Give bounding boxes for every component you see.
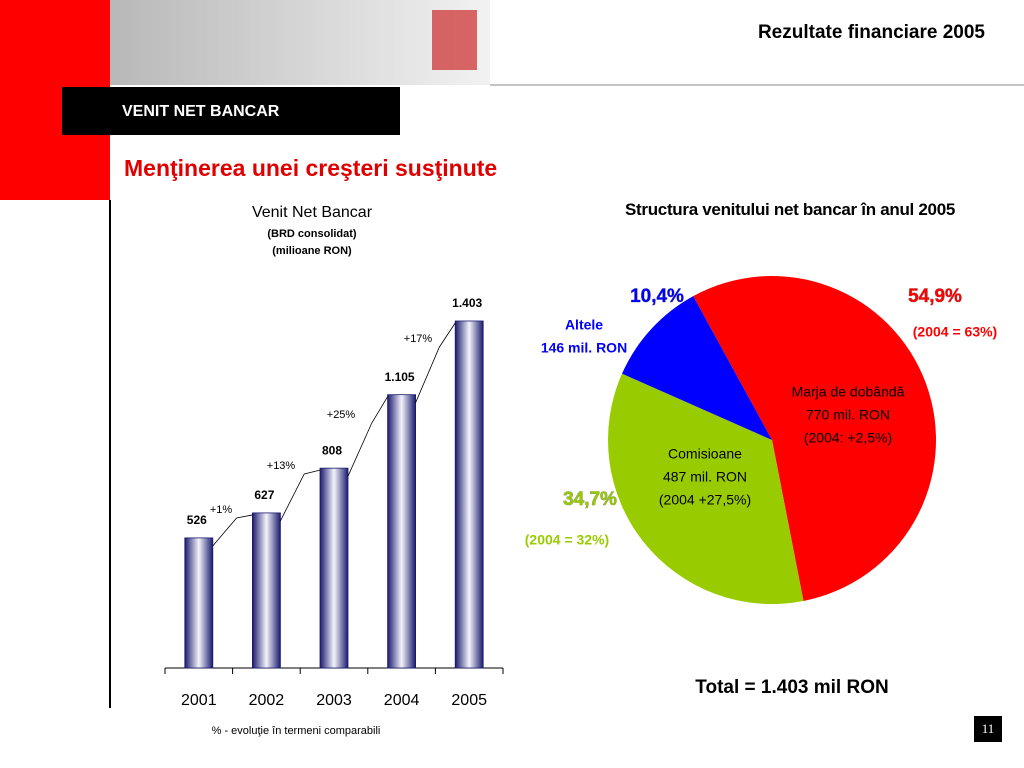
pie-category-label: Comisioane <box>668 446 742 462</box>
bar <box>251 512 281 669</box>
pie-total: Total = 1.403 mil RON <box>695 677 888 698</box>
pie-detail-label: (2004 +27,5%) <box>659 492 751 508</box>
growth-connector <box>280 469 321 522</box>
pie-detail-label: 770 mil. RON <box>806 407 890 423</box>
pie-slice <box>622 296 772 440</box>
section-bar <box>62 87 400 135</box>
page-number-box <box>974 716 1002 742</box>
growth-connector <box>347 396 388 477</box>
pie-category-label: Marja de dobândă <box>792 384 905 400</box>
value-label: 627 <box>254 488 274 502</box>
header-image <box>110 0 490 85</box>
bar-chart-subtitle: (milioane RON) <box>272 245 352 257</box>
headline: Menţinerea unei creşteri susţinute <box>124 155 497 181</box>
value-label: 1.403 <box>452 296 482 310</box>
pie-slice <box>608 373 804 604</box>
footnote: % - evoluţie în termeni comparabili <box>212 725 381 737</box>
bar-chart-subtitle: (BRD consolidat) <box>267 228 357 240</box>
pie-comparison: (2004 = 63%) <box>913 324 997 340</box>
bar-chart-title: Venit Net Bancar <box>252 204 373 221</box>
growth-connector <box>415 322 456 403</box>
pie-value-label: 34,7% <box>563 489 617 510</box>
header-title: Rezultate financiare 2005 <box>758 22 985 43</box>
page-number: 11 <box>982 721 995 736</box>
pie-title: Structura venitului net bancar în anul 2… <box>624 200 956 219</box>
pie-value-label: 10,4% <box>630 286 684 307</box>
bar <box>319 467 349 669</box>
growth-label: +1% <box>210 504 233 516</box>
bar <box>454 320 484 669</box>
x-tick-label: 2005 <box>451 692 487 709</box>
logo <box>432 10 477 70</box>
pie-comparison: (2004 = 32%) <box>525 532 609 548</box>
pie-detail-label: 146 mil. RON <box>541 340 627 356</box>
pie-detail-label: (2004: +2,5%) <box>804 430 892 446</box>
growth-connector <box>212 514 253 547</box>
pie-slice <box>693 275 937 601</box>
x-tick-label: 2001 <box>181 692 217 709</box>
pie-value-label: 54,9% <box>908 286 962 307</box>
value-label: 808 <box>322 443 342 457</box>
growth-label: +13% <box>267 460 296 472</box>
x-tick-label: 2003 <box>316 692 352 709</box>
growth-label: +25% <box>327 409 356 421</box>
pie-category-label: Altele <box>565 317 603 333</box>
bar <box>184 537 214 669</box>
growth-label: +17% <box>404 333 433 345</box>
bar <box>387 394 417 669</box>
pie-detail-label: 487 mil. RON <box>663 469 747 485</box>
x-tick-label: 2004 <box>384 692 420 709</box>
section-title: VENIT NET BANCAR <box>122 103 280 120</box>
value-label: 526 <box>187 513 207 527</box>
x-tick-label: 2002 <box>249 692 285 709</box>
value-label: 1.105 <box>385 370 415 384</box>
